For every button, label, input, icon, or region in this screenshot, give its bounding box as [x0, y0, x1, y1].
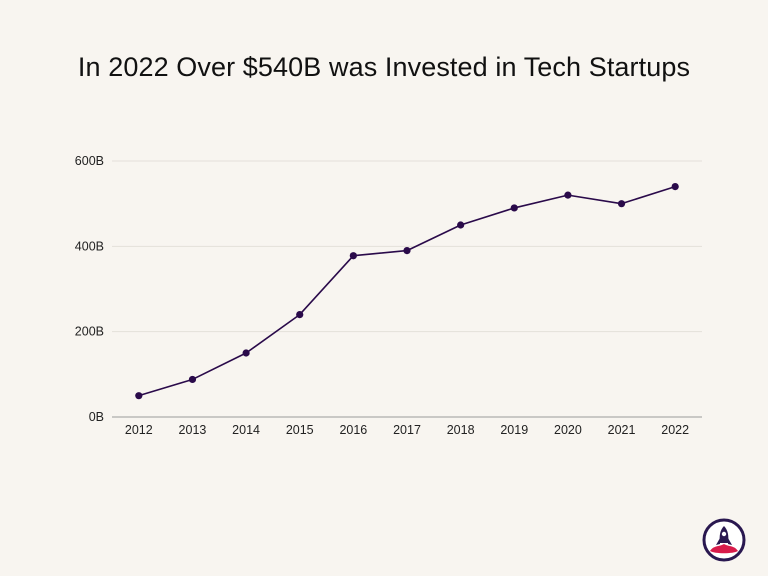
x-tick-labels: 2012 2013 2014 2015 2016 2017 2018 2019 2020 2021… — [125, 423, 689, 437]
series-investment — [135, 183, 679, 400]
rocket-logo-icon — [702, 518, 746, 562]
data-point-2013 — [188, 375, 197, 384]
x-tick-label: 2015 — [286, 423, 314, 437]
x-tick-label: 2020 — [554, 423, 582, 437]
x-tick-label: 2022 — [661, 423, 689, 437]
x-tick-label: 2013 — [179, 423, 207, 437]
data-point-2021 — [617, 200, 626, 208]
data-point-2012 — [135, 392, 143, 400]
data-point-2014 — [242, 349, 250, 357]
x-tick-label: 2018 — [447, 423, 475, 437]
series-line — [138, 185, 676, 397]
chart-title: In 2022 Over $540B was Invested in Tech … — [77, 52, 691, 82]
y-tick-label: 200B — [75, 325, 104, 339]
data-point-2019 — [510, 204, 518, 212]
x-tick-label: 2014 — [232, 423, 260, 437]
data-point-2020 — [564, 191, 572, 199]
data-point-2018 — [457, 221, 465, 229]
x-tick-label: 2021 — [608, 423, 636, 437]
data-point-2016 — [349, 252, 357, 260]
x-tick-label: 2019 — [500, 423, 528, 437]
y-tick-label: 400B — [75, 239, 104, 253]
y-tick-labels: 0B 200B 400B 600B — [75, 154, 104, 424]
data-point-2022 — [671, 183, 679, 191]
x-tick-label: 2016 — [339, 423, 367, 437]
y-tick-label: 600B — [75, 154, 104, 168]
y-tick-label: 0B — [89, 410, 104, 424]
gridlines — [112, 160, 702, 333]
data-point-2017 — [403, 247, 411, 255]
x-tick-label: 2017 — [393, 423, 421, 437]
data-point-2015 — [296, 311, 304, 319]
x-tick-label: 2012 — [125, 423, 153, 437]
